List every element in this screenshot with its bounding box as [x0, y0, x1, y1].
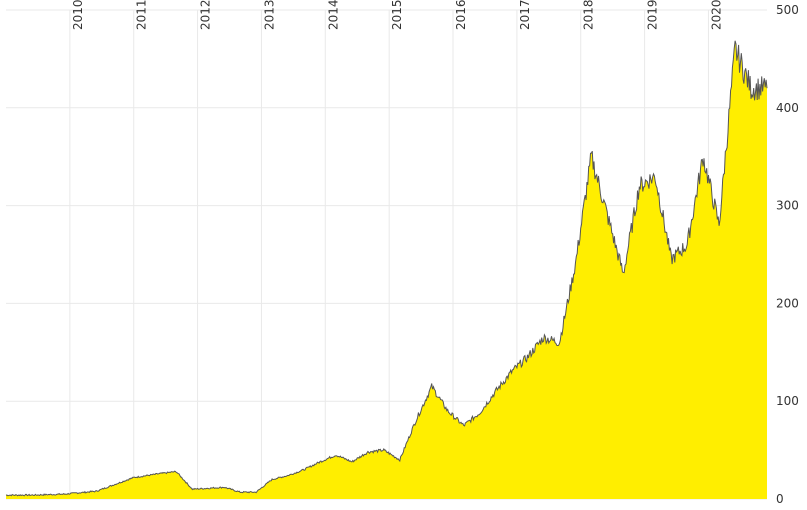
x-tick-label: 2019 [646, 0, 660, 30]
y-tick-label: 400 [776, 101, 799, 115]
y-tick-label: 500 [776, 3, 799, 17]
y-axis-ticks: 0 100 200 300 400 500 [776, 3, 799, 506]
x-tick-label: 2012 [199, 0, 213, 30]
y-tick-label: 0 [776, 492, 784, 506]
x-axis-ticks: 2010 2011 2012 2013 2014 2015 2016 2017 2018 2019… [71, 0, 724, 30]
y-tick-label: 300 [776, 199, 799, 213]
x-tick-label: 2018 [582, 0, 596, 30]
x-tick-label: 2013 [262, 0, 276, 30]
x-tick-label: 2010 [71, 0, 85, 30]
y-tick-label: 100 [776, 394, 799, 408]
x-tick-label: 2020 [709, 0, 723, 30]
y-tick-label: 200 [776, 296, 799, 310]
price-area [6, 40, 767, 500]
x-tick-label: 2016 [454, 0, 468, 30]
x-tick-label: 2014 [326, 0, 340, 30]
price-line [5, 40, 768, 497]
x-tick-label: 2017 [518, 0, 532, 30]
x-tick-label: 2015 [390, 0, 404, 30]
x-tick-label: 2011 [135, 0, 149, 30]
